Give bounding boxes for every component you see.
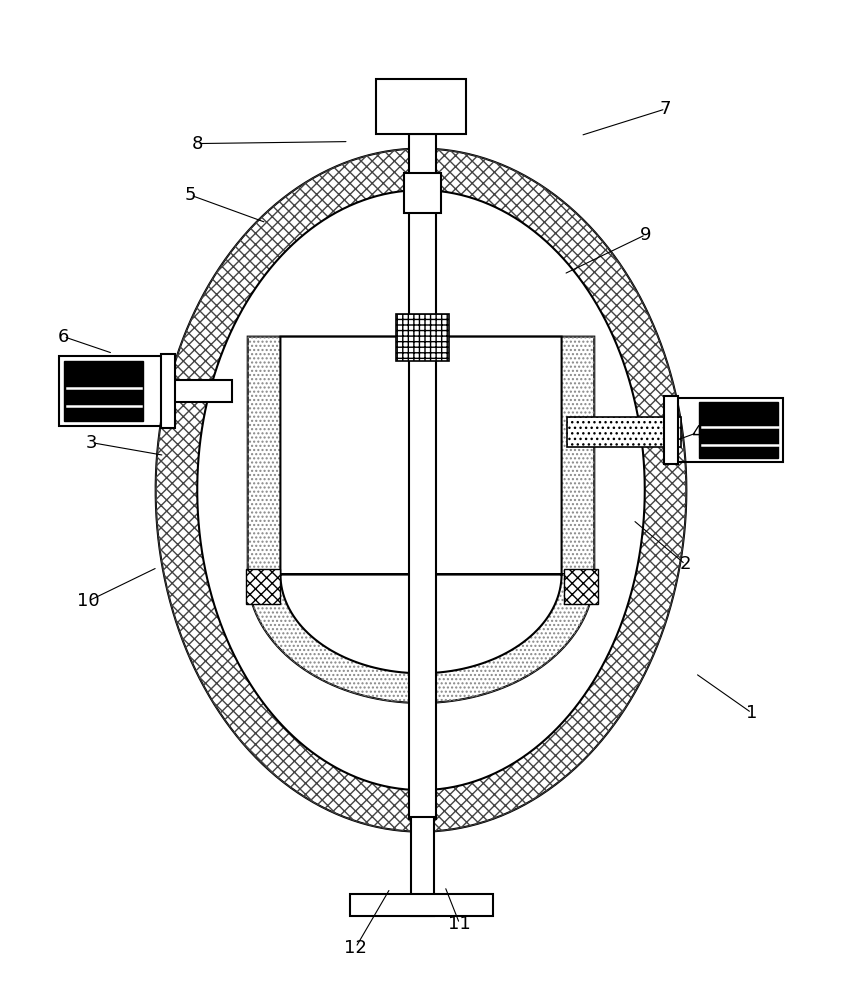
Polygon shape: [397, 314, 449, 361]
Polygon shape: [413, 819, 432, 876]
Text: 6: 6: [58, 328, 69, 346]
Text: 10: 10: [77, 592, 99, 610]
Polygon shape: [156, 149, 686, 832]
Polygon shape: [64, 361, 143, 421]
Polygon shape: [161, 354, 175, 428]
Polygon shape: [349, 894, 493, 916]
Text: 5: 5: [184, 186, 196, 204]
Polygon shape: [248, 337, 594, 703]
Polygon shape: [411, 817, 434, 916]
Polygon shape: [163, 380, 232, 402]
Text: 7: 7: [660, 100, 671, 118]
Polygon shape: [563, 569, 598, 604]
Polygon shape: [280, 337, 562, 673]
Polygon shape: [404, 173, 441, 213]
Text: 3: 3: [86, 434, 97, 452]
Polygon shape: [409, 134, 436, 819]
Polygon shape: [663, 396, 679, 464]
Text: 11: 11: [448, 915, 471, 933]
Polygon shape: [376, 79, 466, 134]
Text: 2: 2: [679, 555, 691, 573]
Text: 8: 8: [191, 135, 203, 153]
Text: 4: 4: [691, 424, 703, 442]
Polygon shape: [699, 402, 778, 458]
Polygon shape: [246, 569, 280, 604]
Polygon shape: [197, 190, 645, 790]
Polygon shape: [567, 417, 681, 447]
Text: 12: 12: [344, 939, 367, 957]
Text: 9: 9: [640, 226, 652, 244]
Text: 1: 1: [746, 704, 758, 722]
